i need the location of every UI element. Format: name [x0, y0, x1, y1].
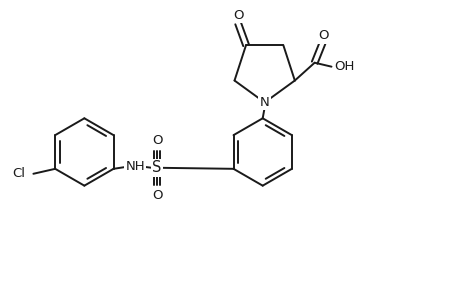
Text: O: O — [232, 9, 243, 22]
Text: OH: OH — [333, 60, 354, 73]
Text: S: S — [152, 160, 162, 175]
Text: O: O — [318, 29, 328, 43]
Text: O: O — [151, 134, 162, 147]
Text: O: O — [151, 189, 162, 202]
Text: NH: NH — [125, 160, 145, 173]
Text: N: N — [259, 96, 269, 109]
Text: Cl: Cl — [12, 167, 25, 180]
